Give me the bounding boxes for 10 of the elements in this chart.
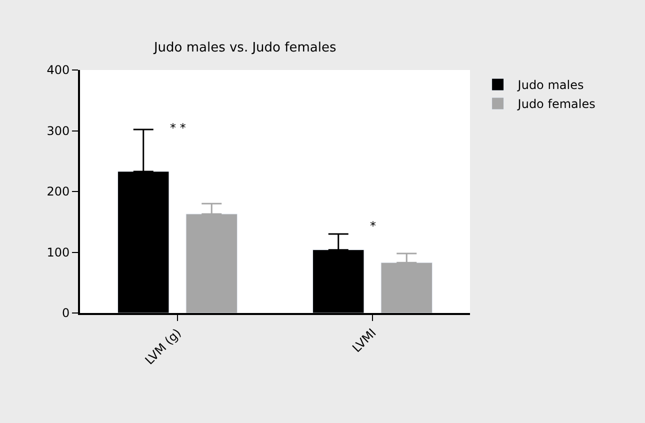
annotation: * *: [170, 121, 186, 135]
y-tick-label: 0: [62, 306, 70, 320]
y-tick-label: 300: [46, 124, 70, 138]
y-tick-label: 200: [46, 184, 70, 199]
y-tick-label: 400: [46, 63, 70, 78]
annotation: *: [370, 219, 376, 233]
legend-label: Judo males: [516, 78, 584, 92]
chart-title: Judo males vs. Judo females: [152, 40, 336, 56]
y-tick-label: 100: [46, 245, 70, 260]
legend-label: Judo females: [516, 97, 596, 112]
